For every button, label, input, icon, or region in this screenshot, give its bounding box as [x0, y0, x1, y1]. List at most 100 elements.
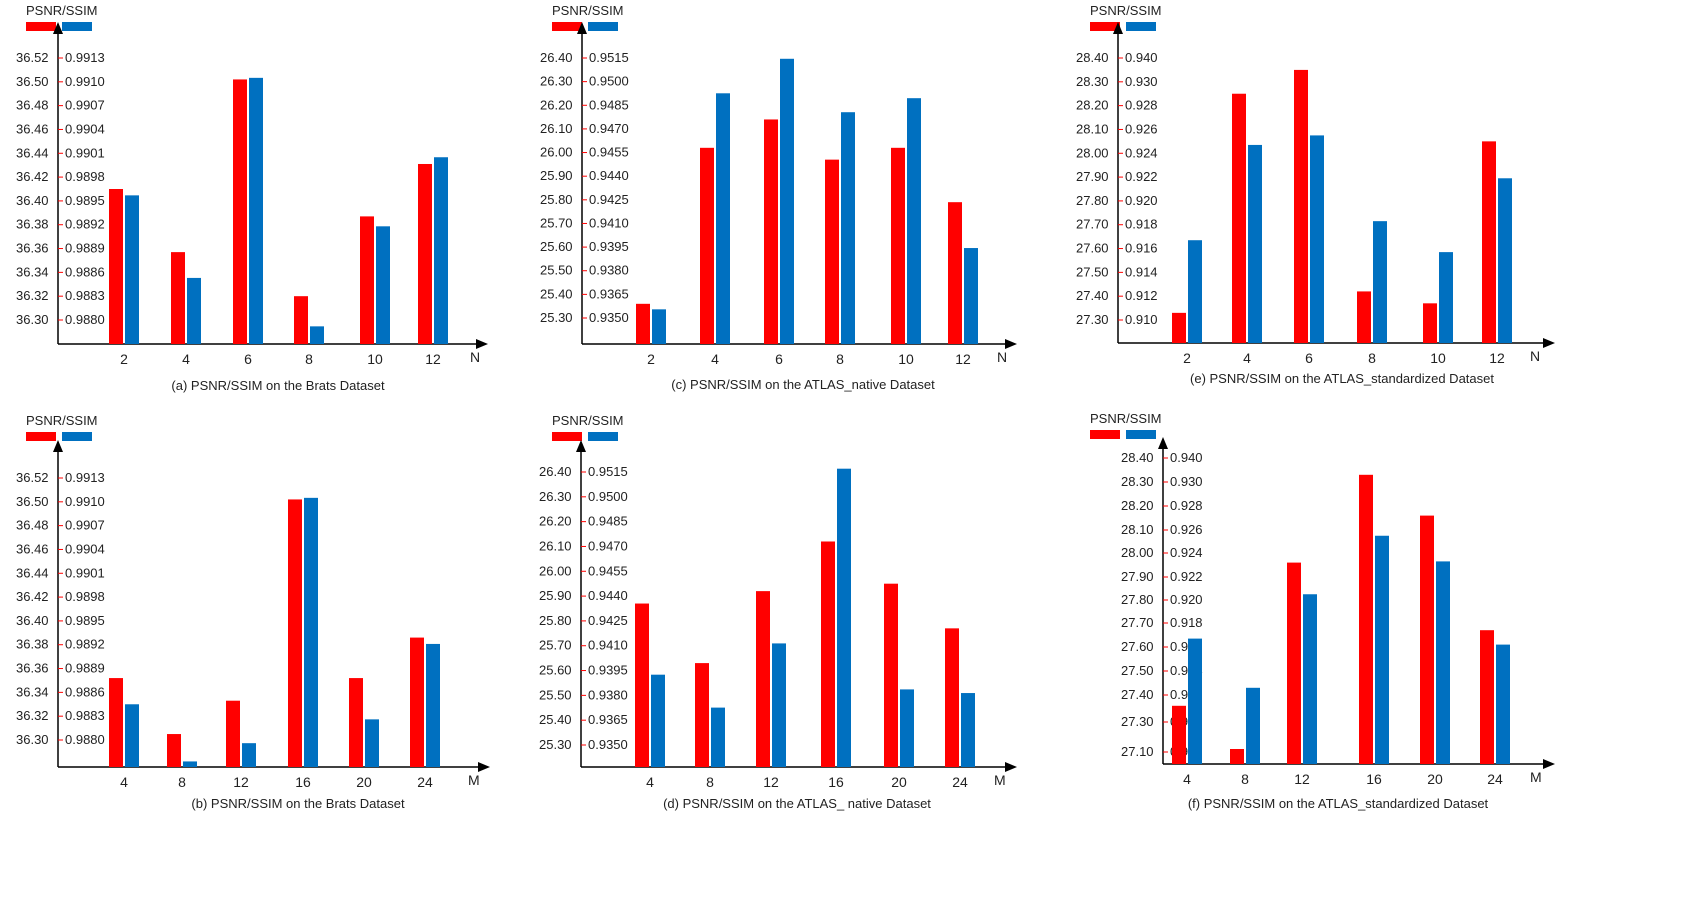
- bar-ssim: [1303, 594, 1317, 764]
- ssim-tick-label: 0.9889: [65, 661, 105, 676]
- psnr-tick-label: 28.00: [1076, 145, 1109, 160]
- ssim-tick-label: 0.9515: [588, 464, 628, 479]
- psnr-tick-label: 25.80: [539, 613, 572, 628]
- x-tick-label: 4: [1243, 350, 1251, 366]
- ssim-tick-label: 0.9350: [589, 310, 629, 325]
- psnr-tick-label: 36.50: [16, 74, 49, 89]
- psnr-tick-label: 27.50: [1121, 663, 1154, 678]
- bar-ssim: [249, 77, 263, 345]
- legend-label: PSNR/SSIM: [552, 3, 624, 18]
- x-tick-label: 6: [775, 351, 783, 367]
- x-tick-label: 12: [1489, 350, 1505, 366]
- bar-ssim: [651, 674, 665, 767]
- x-tick-label: 4: [182, 351, 190, 367]
- ssim-tick-label: 0.924: [1170, 545, 1203, 560]
- bar-ssim: [837, 468, 851, 767]
- ssim-tick-label: 0.9470: [589, 121, 629, 136]
- bar-psnr: [1423, 303, 1437, 343]
- y-axis-arrow: [576, 440, 586, 452]
- chart-panel-a: PSNR/SSIM 36.52 0.9913 36.50 0.9910 36.48 0.99…: [16, 3, 488, 393]
- legend-swatch-psnr: [1090, 22, 1120, 31]
- ssim-tick-label: 0.9500: [589, 74, 629, 89]
- psnr-tick-label: 28.10: [1121, 522, 1154, 537]
- bar-ssim: [716, 93, 730, 344]
- x-axis-arrow: [478, 762, 490, 772]
- chart-caption: (f) PSNR/SSIM on the ATLAS_standardized …: [1188, 796, 1489, 811]
- psnr-tick-label: 27.90: [1121, 569, 1154, 584]
- psnr-tick-label: 25.50: [540, 263, 573, 278]
- bar-psnr: [891, 147, 905, 344]
- ssim-tick-label: 0.9395: [588, 663, 628, 678]
- x-tick-label: 20: [1427, 771, 1443, 787]
- y-axis-arrow: [577, 22, 587, 34]
- ssim-tick-label: 0.9380: [588, 687, 628, 702]
- psnr-tick-label: 36.48: [16, 518, 49, 533]
- ssim-tick-label: 0.9886: [65, 684, 105, 699]
- x-tick-label: 4: [646, 774, 654, 790]
- x-tick-label: 12: [1294, 771, 1310, 787]
- psnr-tick-label: 28.20: [1121, 498, 1154, 513]
- x-tick-label: 4: [1183, 771, 1191, 787]
- x-tick-label: 8: [1241, 771, 1249, 787]
- bar-ssim: [187, 277, 201, 344]
- bar-ssim: [1188, 240, 1202, 343]
- ssim-tick-label: 0.920: [1125, 193, 1158, 208]
- ssim-tick-label: 0.9895: [65, 193, 105, 208]
- bar-ssim: [780, 58, 794, 345]
- psnr-tick-label: 26.20: [539, 514, 572, 529]
- bar-psnr: [945, 628, 959, 767]
- legend-swatch-psnr: [26, 432, 56, 441]
- ssim-tick-label: 0.918: [1170, 615, 1203, 630]
- ssim-tick-label: 0.9913: [65, 50, 105, 65]
- ssim-tick-label: 0.9901: [65, 145, 105, 160]
- psnr-tick-label: 27.40: [1121, 687, 1154, 702]
- x-tick-label: 12: [955, 351, 971, 367]
- chart-caption: (b) PSNR/SSIM on the Brats Dataset: [191, 796, 405, 811]
- ssim-tick-label: 0.926: [1170, 522, 1203, 537]
- x-tick-label: 10: [367, 351, 383, 367]
- ssim-tick-label: 0.9904: [65, 541, 105, 556]
- legend-label: PSNR/SSIM: [1090, 3, 1162, 18]
- psnr-tick-label: 28.20: [1076, 98, 1109, 113]
- bar-psnr: [821, 541, 835, 767]
- psnr-tick-label: 36.46: [16, 541, 49, 556]
- bar-ssim: [310, 326, 324, 344]
- bar-ssim: [961, 693, 975, 767]
- psnr-tick-label: 36.50: [16, 494, 49, 509]
- x-axis-label: N: [997, 349, 1007, 365]
- ssim-tick-label: 0.9883: [65, 288, 105, 303]
- ssim-tick-label: 0.9895: [65, 613, 105, 628]
- bar-ssim: [183, 761, 197, 767]
- bar-ssim: [1436, 561, 1450, 764]
- chart-caption: (e) PSNR/SSIM on the ATLAS_standardized …: [1190, 371, 1494, 386]
- bar-psnr: [884, 583, 898, 767]
- psnr-tick-label: 28.40: [1076, 50, 1109, 65]
- bar-psnr: [294, 296, 308, 344]
- y-axis-arrow: [53, 22, 63, 34]
- psnr-tick-label: 27.50: [1076, 264, 1109, 279]
- ssim-tick-label: 0.9892: [65, 217, 105, 232]
- bar-psnr: [233, 79, 247, 344]
- bar-psnr: [360, 216, 374, 344]
- bar-psnr: [1357, 291, 1371, 343]
- bar-psnr: [764, 119, 778, 344]
- bar-psnr: [171, 252, 185, 344]
- legend-label: PSNR/SSIM: [552, 413, 624, 428]
- psnr-tick-label: 36.30: [16, 732, 49, 747]
- psnr-tick-label: 27.60: [1121, 639, 1154, 654]
- ssim-tick-label: 0.920: [1170, 592, 1203, 607]
- bar-ssim: [964, 248, 978, 344]
- bar-psnr: [1480, 630, 1494, 764]
- legend-swatch-ssim: [588, 432, 618, 441]
- x-tick-label: 2: [647, 351, 655, 367]
- psnr-tick-label: 36.36: [16, 661, 49, 676]
- bar-psnr: [1232, 93, 1246, 344]
- ssim-tick-label: 0.9880: [65, 732, 105, 747]
- bar-ssim: [652, 309, 666, 344]
- psnr-tick-label: 25.90: [539, 588, 572, 603]
- ssim-tick-label: 0.910: [1125, 312, 1158, 327]
- ssim-tick-label: 0.9380: [589, 263, 629, 278]
- ssim-tick-label: 0.9898: [65, 589, 105, 604]
- bar-psnr: [695, 663, 709, 767]
- legend-label: PSNR/SSIM: [26, 3, 98, 18]
